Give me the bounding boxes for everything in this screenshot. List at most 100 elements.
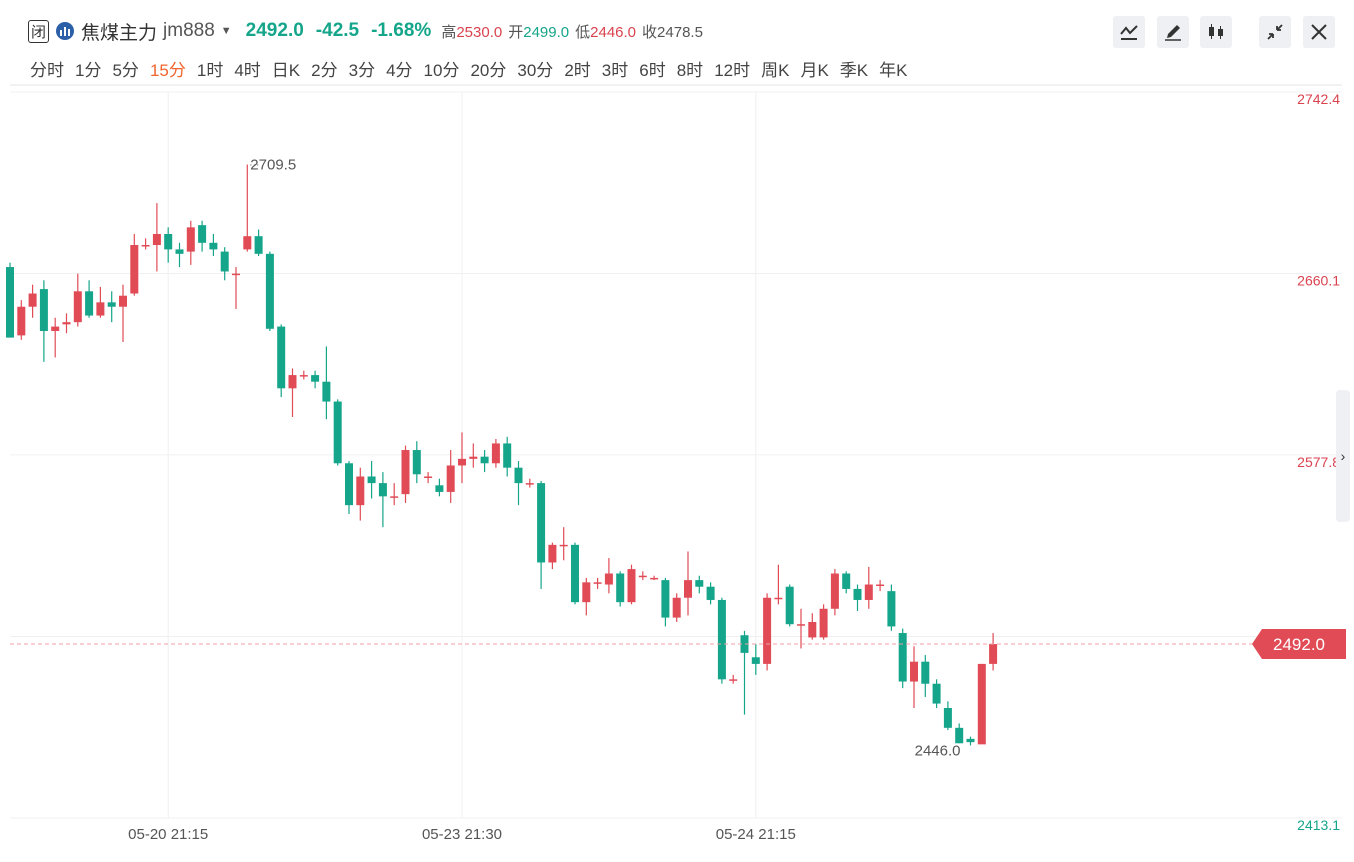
period-tabs: 分时 1分 5分 15分 1时 4时 日K 2分 3分 4分 10分 20分 30分 2时 3时 6时 8时 12… (30, 56, 907, 81)
price: 2492.0 (245, 20, 304, 41)
candle-body (243, 236, 252, 250)
icon (1267, 24, 1283, 40)
period-tab[interactable]: 3时 (601, 61, 629, 80)
tool-button[interactable] (1200, 16, 1232, 48)
candle-body (62, 322, 71, 325)
period-tab[interactable]: 年K (879, 61, 908, 80)
tool-button[interactable] (1157, 16, 1189, 48)
icon (1165, 25, 1181, 41)
candle-body (582, 582, 591, 603)
candle-body (446, 465, 455, 492)
candle-body (265, 253, 274, 329)
candle-body (435, 485, 444, 492)
x-tick-label: 05-20 21:15 (128, 826, 208, 843)
candle-body (209, 242, 218, 250)
stat: 收2478.5 (642, 21, 703, 42)
candle-body (921, 661, 930, 684)
candle-body (966, 738, 975, 743)
period-tab[interactable]: 1分 (75, 61, 102, 80)
close-button[interactable] (1303, 16, 1335, 48)
period-tab[interactable]: 1时 (196, 61, 224, 80)
period-tab[interactable]: 10分 (423, 61, 460, 80)
high-annotation: 2709.5 (250, 157, 296, 174)
period-tab[interactable]: 2分 (311, 61, 338, 80)
candle-body (277, 326, 286, 389)
candle-body (650, 577, 659, 580)
stat: 开2499.0 (508, 21, 569, 42)
icon (1209, 24, 1223, 39)
candle-body (17, 306, 26, 336)
y-tick-label: 2495.4 (1297, 636, 1340, 652)
scroll-handle[interactable]: › (1336, 390, 1350, 522)
candle-body (559, 544, 568, 547)
candle-body (876, 584, 885, 587)
candle-body (107, 302, 116, 307)
candle-body (514, 467, 523, 484)
period-tab[interactable]: 分时 (30, 61, 64, 80)
candle-body (830, 573, 839, 609)
candle-body (96, 302, 105, 316)
candle-body (706, 586, 715, 600)
candle-body (152, 233, 161, 246)
candle-body (51, 326, 60, 331)
tool-button[interactable] (1113, 16, 1145, 48)
period-tab[interactable]: 4时 (234, 61, 261, 80)
candle-body (491, 443, 500, 464)
candle-body (164, 233, 173, 250)
last-price-label: 2492.0 (1273, 635, 1325, 654)
stats: 高2530.0 开2499.0 低2446.0 收2478.5 (441, 21, 703, 42)
candle-body (130, 245, 139, 294)
candle-body (571, 544, 579, 603)
period-tab[interactable]: 日K (271, 61, 301, 80)
candle-body (378, 483, 387, 497)
code[interactable]: jm888 (163, 20, 215, 41)
candle-body (672, 597, 681, 618)
period-tab[interactable]: 2时 (564, 61, 591, 80)
candle-body (141, 245, 150, 247)
last-price-tag (1252, 629, 1346, 660)
tool-button[interactable] (1259, 16, 1291, 48)
candle-body (469, 456, 478, 459)
period-tab[interactable]: 6时 (639, 61, 666, 80)
period-tab[interactable]: 15分 (149, 61, 186, 80)
candle-body (729, 679, 738, 681)
candle-body (717, 599, 726, 680)
stat-label: 低 (575, 23, 591, 41)
period-tab[interactable]: 20分 (470, 61, 507, 80)
candle-body (638, 575, 647, 578)
icon (1120, 25, 1138, 40)
period-tab[interactable]: 30分 (517, 61, 554, 80)
period-tab[interactable]: 3分 (348, 61, 376, 80)
change-pct: -1.68% (371, 20, 432, 41)
period-tab[interactable]: 4分 (386, 61, 413, 80)
candle-body (288, 375, 297, 389)
candle-body (186, 227, 195, 252)
candle-body (898, 633, 907, 682)
candle-body (322, 381, 331, 402)
y-tick-label: 2413.1 (1297, 817, 1340, 833)
period-tab[interactable]: 12时 (714, 61, 751, 80)
candle-body (887, 591, 896, 627)
candle-body (842, 573, 851, 589)
candle-body (751, 657, 760, 664)
period-tab[interactable]: 月K (800, 61, 829, 80)
period-tab[interactable]: 周K (761, 61, 790, 80)
stat-value: 2530.0 (456, 23, 503, 41)
candle-body (616, 573, 625, 603)
candle-body (797, 624, 805, 626)
candle-body (525, 483, 534, 485)
y-tick-label: 2660.1 (1297, 272, 1340, 288)
period-tab[interactable]: 季K (839, 61, 869, 80)
quote-header: 闭 焦煤主力 jm888 ▼ 2492.0 -42.5 -1.68% 高2530… (28, 16, 703, 46)
caret[interactable]: ▼ (220, 25, 232, 37)
high-dots: ··· (249, 160, 259, 171)
period-tab[interactable]: 5分 (112, 61, 139, 80)
low-annotation: 2446.0 (915, 742, 961, 759)
candle-body (864, 584, 873, 600)
stat-label: 开 (508, 23, 524, 41)
period-tab[interactable]: 8时 (676, 61, 704, 80)
stat-value: 2499.0 (523, 23, 570, 41)
candle-body (932, 683, 941, 704)
candle-body (424, 476, 433, 478)
candle-body (356, 476, 365, 506)
